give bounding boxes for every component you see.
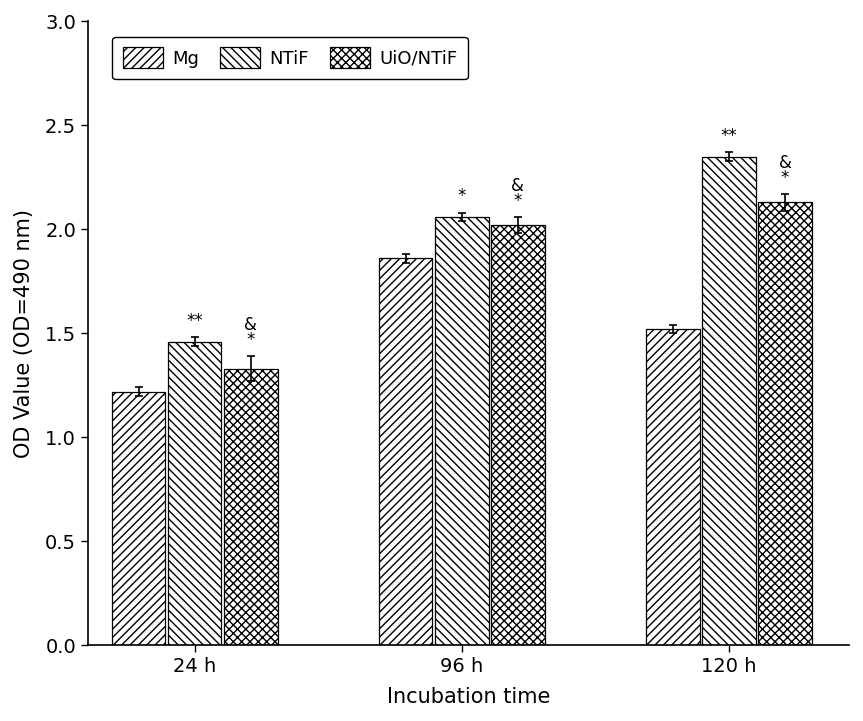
- Bar: [379, 258, 432, 645]
- Bar: [702, 156, 756, 645]
- Text: &: &: [512, 177, 525, 195]
- Text: *: *: [513, 192, 522, 210]
- Text: *: *: [781, 169, 789, 187]
- X-axis label: Incubation time: Incubation time: [387, 687, 551, 707]
- Bar: [168, 342, 222, 645]
- Text: *: *: [457, 187, 466, 205]
- Bar: [435, 217, 488, 645]
- Bar: [224, 368, 278, 645]
- Bar: [491, 225, 545, 645]
- Text: **: **: [721, 127, 737, 145]
- Text: &: &: [244, 317, 257, 335]
- Bar: [646, 329, 700, 645]
- Text: **: **: [186, 312, 203, 330]
- Y-axis label: OD Value (OD=490 nm): OD Value (OD=490 nm): [14, 209, 34, 458]
- Text: *: *: [247, 331, 255, 349]
- Bar: [759, 203, 812, 645]
- Text: &: &: [778, 154, 791, 172]
- Legend: Mg, NTiF, UiO/NTiF: Mg, NTiF, UiO/NTiF: [112, 37, 468, 79]
- Bar: [112, 392, 166, 645]
